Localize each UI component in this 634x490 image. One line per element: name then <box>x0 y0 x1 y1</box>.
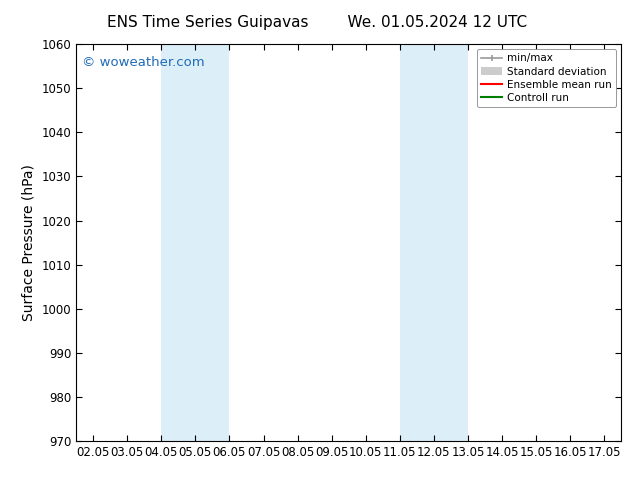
Legend: min/max, Standard deviation, Ensemble mean run, Controll run: min/max, Standard deviation, Ensemble me… <box>477 49 616 107</box>
Text: © woweather.com: © woweather.com <box>82 56 204 69</box>
Bar <box>161 44 230 441</box>
Y-axis label: Surface Pressure (hPa): Surface Pressure (hPa) <box>22 164 36 321</box>
Text: ENS Time Series Guipavas        We. 01.05.2024 12 UTC: ENS Time Series Guipavas We. 01.05.2024 … <box>107 15 527 30</box>
Bar <box>400 44 468 441</box>
